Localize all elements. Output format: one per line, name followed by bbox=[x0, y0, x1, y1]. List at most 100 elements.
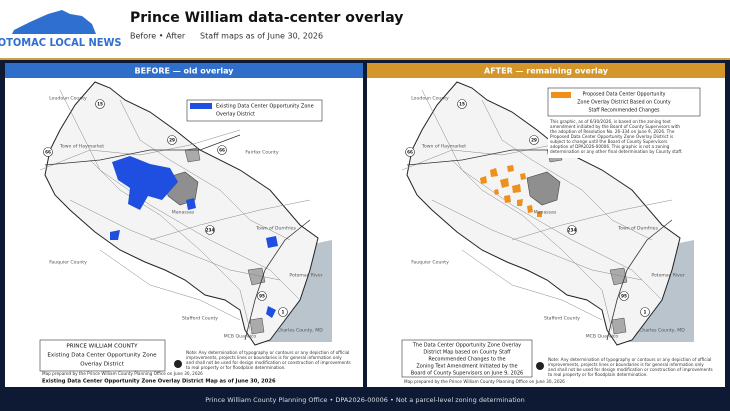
route-label: 1 bbox=[644, 309, 647, 314]
legend-box bbox=[186, 99, 323, 122]
place-label: Town of Haymarket bbox=[421, 144, 466, 150]
place-label: Charles County, MD bbox=[639, 328, 685, 334]
prepared-note: Map prepared by the Prince William Count… bbox=[404, 379, 565, 384]
subtitle: Staff maps as of June 30, 2026 bbox=[200, 32, 323, 41]
route-label: 29 bbox=[531, 137, 537, 142]
legend-text: Overlay District bbox=[216, 112, 255, 118]
route-label: 15 bbox=[97, 101, 103, 106]
legend-text: Proposed Data Center Opportunity bbox=[582, 92, 665, 98]
overlay-areas bbox=[110, 156, 278, 318]
paragraph: amendment initiated by the Board of Coun… bbox=[550, 124, 680, 129]
legend-text: Staff Recommended Changes bbox=[588, 108, 660, 114]
route-shield bbox=[205, 225, 215, 235]
map-title: PRINCE WILLIAM COUNTY bbox=[66, 344, 138, 350]
route-shield bbox=[405, 147, 415, 157]
route-label: 15 bbox=[459, 101, 465, 106]
logo[interactable]: POTOMAC LOCAL NEWS bbox=[0, 36, 122, 49]
disclaimer: Note: Any determination of typography or… bbox=[186, 350, 349, 355]
place-label: Loudoun County bbox=[411, 96, 449, 102]
route-shield bbox=[640, 307, 650, 317]
north-arrow bbox=[174, 360, 182, 368]
disclaimer: improvements, projects lines or boundari… bbox=[186, 355, 342, 360]
route-label: 1 bbox=[282, 309, 285, 314]
map-title-box bbox=[401, 339, 533, 378]
route-label: 29 bbox=[169, 137, 175, 142]
route-label: 95 bbox=[259, 293, 265, 298]
overlay-areas bbox=[480, 165, 542, 217]
route-shield bbox=[529, 135, 539, 145]
paragraph: This graphic, as of 6/30/2026, is based … bbox=[549, 119, 671, 124]
map-title: Board of County Supervisors on June 9, 2… bbox=[411, 371, 523, 377]
before-panel: BEFORE — old overlay Loudoun County Fairf… bbox=[5, 63, 363, 387]
place-label: Potomac River bbox=[651, 273, 684, 279]
place-label: MCB Quantico bbox=[224, 334, 257, 340]
legend-swatch bbox=[551, 92, 571, 98]
map-title: Recommended Changes to the bbox=[428, 357, 505, 363]
route-label: 95 bbox=[621, 293, 627, 298]
footer: Prince William County Planning Office • … bbox=[205, 396, 525, 404]
place-label: Potomac River bbox=[289, 273, 322, 279]
route-shield bbox=[167, 135, 177, 145]
paragraph: adoption of DPA2026-00006. This graphic … bbox=[550, 144, 670, 149]
paragraph: Proposed Data Center Opportunity Zone Ov… bbox=[550, 134, 673, 139]
nav[interactable]: Before • After bbox=[130, 32, 186, 41]
panel-heading: BEFORE — old overlay bbox=[135, 67, 235, 76]
paragraph: the adoption of Resolution No. 26-334 on… bbox=[550, 129, 675, 134]
route-shield bbox=[217, 145, 227, 155]
route-shield bbox=[43, 147, 53, 157]
place-label: Charles County, MD bbox=[277, 328, 323, 334]
after-panel: AFTER — remaining overlay Loudoun County… bbox=[367, 63, 725, 387]
place-label: Town of Dumfries bbox=[255, 226, 296, 232]
title: Prince William data-center overlay bbox=[130, 10, 403, 26]
disclaimer: to real property or for floodplain deter… bbox=[186, 365, 286, 370]
route-shield bbox=[457, 99, 467, 109]
route-label: 66 bbox=[219, 147, 225, 152]
map-title: Existing Data Center Opportunity Zone bbox=[47, 353, 157, 359]
place-label: MCB Quantico bbox=[586, 334, 619, 340]
route-shield bbox=[257, 291, 267, 301]
prepared-note: Map prepared by the Prince William Count… bbox=[42, 371, 203, 376]
disclaimer: and shall not be used for design modific… bbox=[548, 367, 713, 372]
place-label: Town of Dumfries bbox=[617, 226, 658, 232]
caption: Existing Data Center Opportunity Zone Ov… bbox=[42, 379, 276, 385]
map-title: District Map based on County Staff bbox=[423, 350, 511, 356]
route-label: 66 bbox=[407, 149, 413, 154]
place-label: Loudoun County bbox=[49, 96, 87, 102]
place-label: Stafford County bbox=[544, 316, 580, 322]
route-label: 234 bbox=[206, 227, 215, 232]
place-label: Manassas bbox=[534, 210, 557, 216]
disclaimer: Note: Any determination of typography or… bbox=[548, 357, 711, 362]
place-label: Manassas bbox=[172, 210, 195, 216]
panel-heading-bar bbox=[367, 63, 725, 78]
logo-mark bbox=[12, 10, 96, 34]
legend-swatch bbox=[190, 103, 212, 109]
legend-text: Zone Overlay District Based on County bbox=[577, 100, 671, 106]
panel-heading: AFTER — remaining overlay bbox=[484, 67, 609, 76]
map-title: Zoning Text Amendment Initiated by the bbox=[416, 364, 517, 370]
route-shield bbox=[95, 99, 105, 109]
place-label: Town of Haymarket bbox=[59, 144, 104, 150]
north-arrow bbox=[536, 362, 544, 370]
place-label: Fairfax County bbox=[245, 150, 278, 156]
place-label: Fauquier County bbox=[49, 260, 87, 266]
accent-line bbox=[0, 58, 730, 60]
paragraph: subject to change until the Board of Cou… bbox=[550, 139, 667, 144]
disclaimer: to real property or for floodplain deter… bbox=[548, 372, 648, 377]
map-title: The Data Center Opportunity Zone Overlay bbox=[412, 343, 521, 349]
map-title-box bbox=[39, 339, 166, 372]
legend-text: Existing Data Center Opportunity Zone bbox=[216, 104, 314, 110]
place-label: Fauquier County bbox=[411, 260, 449, 266]
legend-box bbox=[547, 87, 701, 117]
route-shield bbox=[278, 307, 288, 317]
route-label: 66 bbox=[45, 149, 51, 154]
disclaimer: and shall not be used for design modific… bbox=[186, 360, 351, 365]
route-shield bbox=[619, 291, 629, 301]
paragraph-box bbox=[548, 118, 700, 158]
route-shield bbox=[567, 225, 577, 235]
map-title: Overlay District bbox=[80, 362, 124, 368]
route-label: 234 bbox=[568, 227, 577, 232]
place-label: Stafford County bbox=[182, 316, 218, 322]
disclaimer: improvements, projects lines or boundari… bbox=[548, 362, 704, 367]
